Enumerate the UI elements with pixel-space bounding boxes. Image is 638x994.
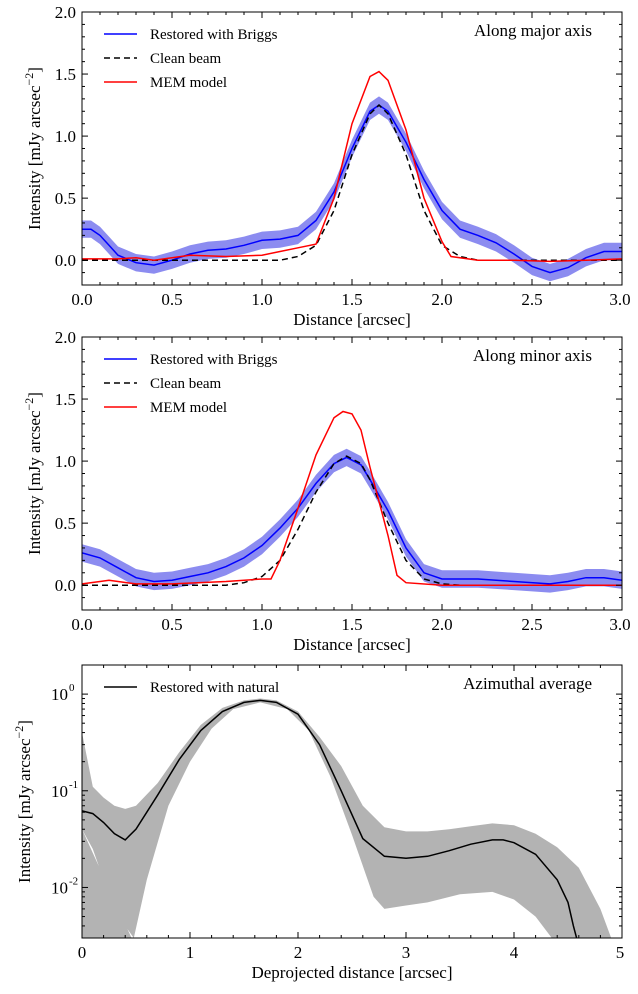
legend-label: Restored with Briggs <box>150 27 278 43</box>
series-line-1 <box>82 456 622 585</box>
x-tick-label: 2.5 <box>521 290 542 309</box>
legend-label: MEM model <box>150 400 227 416</box>
x-tick-label: 4 <box>510 943 519 962</box>
legend-label: MEM model <box>150 75 227 91</box>
panel-annotation: Along major axis <box>474 21 592 40</box>
y-tick-label: 1.5 <box>55 390 76 409</box>
y-tick-label: 1.5 <box>55 65 76 84</box>
plot-area <box>82 70 622 282</box>
y-tick-label: 10 <box>51 878 68 897</box>
x-tick-label: 2 <box>294 943 303 962</box>
y-axis-label: Intensity [mJy arcsec−2] <box>12 720 34 883</box>
uncertainty-band <box>82 448 622 593</box>
x-tick-label: 0.5 <box>161 290 182 309</box>
x-tick-label: 1 <box>186 943 195 962</box>
x-tick-label: 3.0 <box>609 615 630 634</box>
y-tick-label: 0.0 <box>55 576 76 595</box>
plot-frame <box>81 664 623 939</box>
series-line-3 <box>82 70 622 263</box>
y-tick-label: 10 <box>51 782 68 801</box>
y-axis-label-text: Intensity [mJy arcsec <box>25 410 44 555</box>
y-tick-label: 0.5 <box>55 514 76 533</box>
uncertainty-band <box>82 96 622 282</box>
x-axis-label: Distance [arcsec] <box>293 310 411 329</box>
y-tick-label: 2.0 <box>55 328 76 347</box>
panel-2: 0.0 0.5 1.0 1.5 2.0 2.5 3.0 0.0 0.5 1.0 1.5 2.0 Dist… <box>22 328 631 654</box>
y-axis-label-close: ] <box>25 67 44 73</box>
y-tick-label: 0.5 <box>55 189 76 208</box>
y-axis-label-exponent: −2 <box>22 73 36 86</box>
x-tick-label: 1.5 <box>341 290 362 309</box>
y-tick-label: 2.0 <box>55 3 76 22</box>
x-tick-label: 3 <box>402 943 411 962</box>
x-tick-label: 2.0 <box>431 615 452 634</box>
x-tick-label: 3.0 <box>609 290 630 309</box>
x-tick-label: 2.5 <box>521 615 542 634</box>
x-tick-label: 0.0 <box>71 615 92 634</box>
y-axis-label: Intensity [mJy arcsec−2] <box>22 392 44 555</box>
y-tick-exponent: 0 <box>69 682 75 694</box>
x-tick-label: 0 <box>78 943 87 962</box>
y-axis-label-text: Intensity [mJy arcsec <box>15 738 34 883</box>
x-axis-label: Deprojected distance [arcsec] <box>251 963 452 982</box>
legend-label: Clean beam <box>150 51 222 67</box>
x-tick-label: 5 <box>616 943 625 962</box>
y-axis-label-exponent: −2 <box>22 398 36 411</box>
y-tick-label: 1.0 <box>55 127 76 146</box>
panel-1: 0.0 0.5 1.0 1.5 2.0 2.5 3.0 0.0 0.5 1.0 1.5 2.0 Dist… <box>22 3 631 329</box>
x-tick-label: 1.0 <box>251 290 272 309</box>
series-line-1 <box>82 699 578 938</box>
uncertainty-band <box>82 698 612 938</box>
series-line-2 <box>82 455 622 586</box>
y-axis-label-close: ] <box>25 392 44 398</box>
x-tick-label: 1.0 <box>251 615 272 634</box>
x-tick-label: 0.0 <box>71 290 92 309</box>
y-tick-exponent: -1 <box>69 779 78 791</box>
y-axis-label-exponent: −2 <box>12 726 26 739</box>
series-line-3 <box>82 410 622 586</box>
x-tick-label: 0.5 <box>161 615 182 634</box>
y-tick-label: 0.0 <box>55 251 76 270</box>
legend-label: Clean beam <box>150 376 222 392</box>
y-tick-label: 10 <box>51 685 68 704</box>
panel-annotation: Azimuthal average <box>463 674 592 693</box>
plot-area <box>82 410 622 593</box>
plot-area <box>82 698 612 938</box>
y-axis-label-text: Intensity [mJy arcsec <box>25 85 44 230</box>
panel-annotation: Along minor axis <box>473 346 592 365</box>
y-axis-label: Intensity [mJy arcsec−2] <box>22 67 44 230</box>
x-axis-label: Distance [arcsec] <box>293 635 411 654</box>
y-axis-label-close: ] <box>15 720 34 726</box>
legend-label: Restored with natural <box>150 680 279 696</box>
series-line-1 <box>82 104 622 274</box>
legend-label: Restored with Briggs <box>150 352 278 368</box>
y-tick-exponent: -2 <box>69 875 78 887</box>
y-tick-label: 1.0 <box>55 452 76 471</box>
x-tick-label: 1.5 <box>341 615 362 634</box>
series-line-2 <box>82 104 622 261</box>
x-tick-label: 2.0 <box>431 290 452 309</box>
